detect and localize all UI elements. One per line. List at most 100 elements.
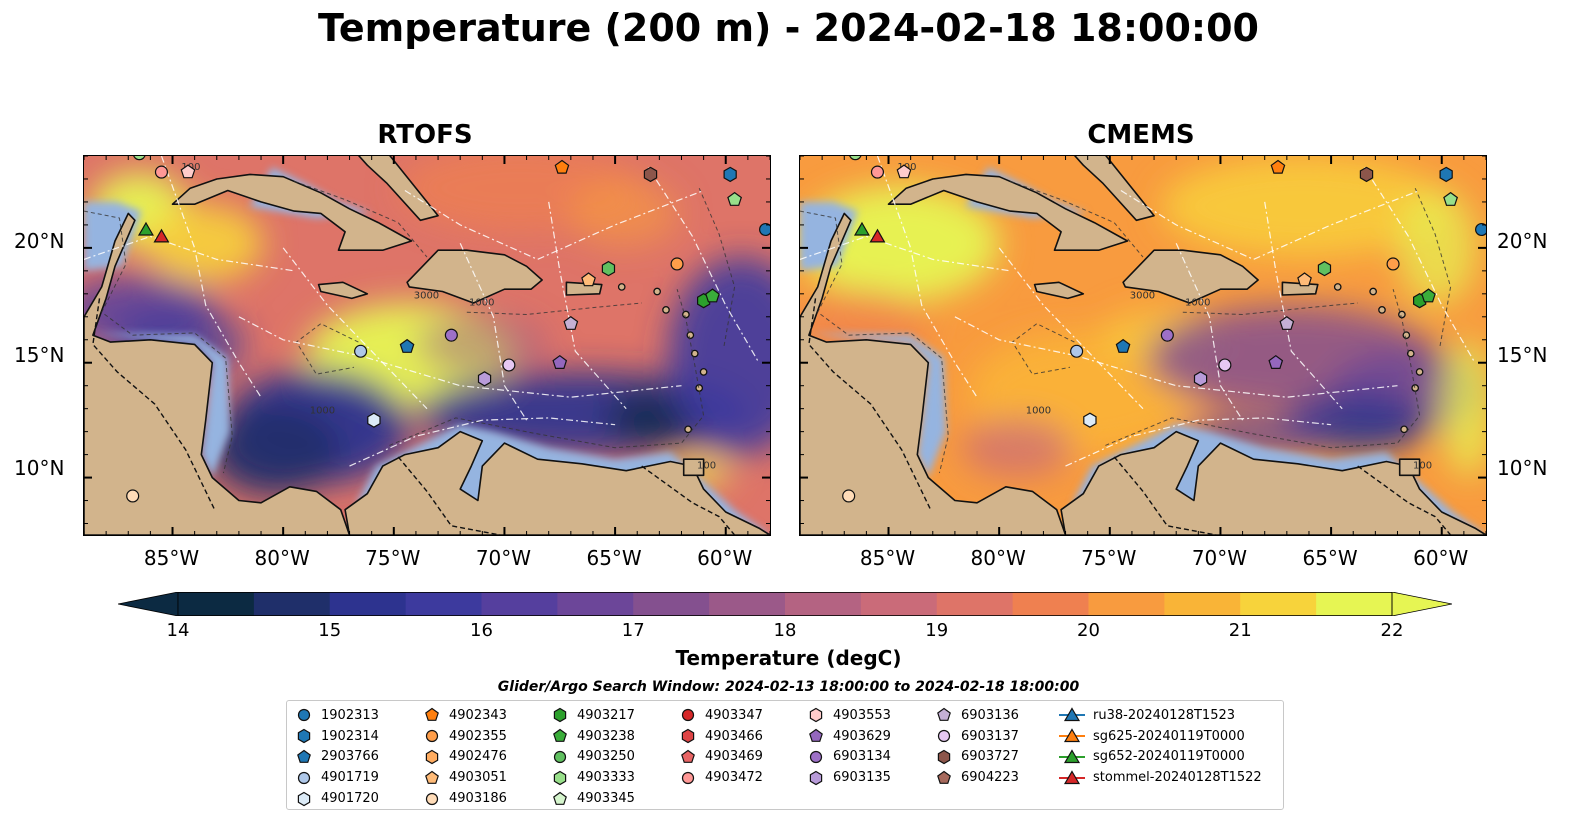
lat-label-left-10: 10°N [14, 456, 65, 480]
bathymetry-contour [800, 210, 949, 474]
legend-item: 2903766 [295, 747, 379, 768]
land-central-america [84, 212, 351, 535]
legend-label: 6904223 [961, 770, 1019, 786]
bathymetry-contour [1414, 188, 1452, 349]
legend-marker-icon [297, 791, 311, 806]
legend-item: 4901719 [295, 767, 379, 788]
legend-item: 1902314 [295, 726, 379, 747]
legend-symbol [297, 771, 311, 784]
legend-symbol [681, 728, 695, 744]
float-marker [1218, 358, 1232, 372]
legend-item: 4903238 [551, 726, 635, 747]
legend-marker-icon [937, 708, 951, 722]
legend-item: 4903250 [551, 747, 635, 768]
legend-label: 4903345 [577, 791, 635, 807]
legend-item: 4903333 [551, 767, 635, 788]
float-marker [137, 221, 154, 236]
land-cuba [887, 173, 1129, 251]
bathymetry-contour [1182, 302, 1358, 316]
frame-ticks [84, 156, 770, 535]
float-marker [670, 257, 684, 271]
float-marker [643, 166, 658, 183]
float-marker [477, 371, 492, 387]
temperature-blob [668, 257, 770, 455]
island [699, 368, 708, 376]
eez-boundary [1264, 201, 1343, 410]
legend-label: 6903727 [961, 749, 1019, 765]
float-marker [1083, 412, 1097, 428]
float-marker [1443, 191, 1459, 206]
legend-item: 6903727 [935, 747, 1019, 768]
float-marker [444, 328, 458, 342]
float-marker [1160, 328, 1174, 342]
colorbar-tick-label: 16 [470, 620, 493, 641]
lon-label-cmems: 70°W [1191, 546, 1248, 570]
contour-label: 3000 [414, 290, 439, 301]
temperature-blob [207, 404, 341, 496]
legend-marker-icon [425, 770, 439, 784]
legend-marker-icon [809, 728, 823, 743]
land-central-america [800, 212, 1067, 535]
legend-symbol [425, 792, 439, 805]
float-marker [153, 228, 170, 243]
island [1402, 331, 1411, 340]
colorbar-segment [329, 592, 407, 616]
figure-title: Temperature (200 m) - 2024-02-18 18:00:0… [317, 6, 1259, 50]
legend-symbol [553, 728, 567, 743]
colorbar-tick-label: 14 [166, 620, 190, 641]
legend-marker-icon [681, 709, 695, 722]
country-border [1357, 465, 1452, 535]
legend-triangle [1063, 728, 1081, 743]
colorbar-segment [860, 592, 938, 616]
lon-label-cmems: 80°W [970, 546, 1026, 570]
eez-boundary [160, 156, 262, 398]
eez-boundary [548, 201, 627, 410]
colorbar-segment [1012, 592, 1089, 616]
legend-marker-icon [297, 728, 311, 744]
legend-label: 4903472 [705, 770, 763, 786]
float-marker [1070, 344, 1084, 358]
float-marker [1359, 166, 1374, 183]
temperature-blob [1160, 156, 1449, 258]
legend-symbol [425, 770, 439, 784]
bathymetry-contour [294, 180, 428, 258]
legend-symbol [809, 708, 823, 723]
legend-label: 4903553 [833, 707, 891, 723]
colorbar-tick-label: 21 [1228, 620, 1252, 641]
colorbar-tick-label: 22 [1380, 620, 1404, 641]
legend-column: ru38-20240128T1523 sg625-20240119T0000 sg6… [1059, 705, 1262, 788]
legend: 1902313 1902314 2903766 4901719 4901720 49023… [286, 700, 1284, 810]
float-marker [849, 156, 862, 161]
legend-marker-icon [425, 730, 439, 743]
legend-label: sg652-20240119T0000 [1093, 749, 1245, 765]
float-marker [554, 159, 570, 174]
lon-label-rtofs: 60°W [697, 546, 753, 570]
island [653, 287, 661, 296]
colorbar-segment [405, 592, 482, 616]
lat-label-left-15: 15°N [14, 343, 65, 367]
legend-marker-icon [1059, 770, 1085, 784]
legend-item: 4902476 [423, 747, 507, 768]
land-jamaica [1033, 281, 1085, 300]
legend-marker-icon [681, 728, 695, 744]
temperature-blob [1397, 190, 1478, 306]
legend-item: 4903629 [807, 726, 891, 747]
legend-marker-icon [297, 749, 311, 763]
legend-symbol [425, 730, 439, 743]
legend-item: 4902343 [423, 705, 507, 726]
eez-boundary [1065, 417, 1332, 467]
legend-item: 6903137 [935, 726, 1019, 747]
colorbar-segment [1240, 592, 1317, 616]
island [686, 331, 695, 340]
float-marker [1386, 257, 1400, 271]
legend-item: 6903134 [807, 747, 891, 768]
bathymetry-contour [389, 289, 705, 449]
legend-column: 4903347 4903466 4903469 4903472 [679, 705, 763, 788]
contour-label: 1000 [469, 297, 494, 308]
float-marker [154, 165, 169, 179]
legend-symbol [297, 728, 311, 744]
island [1411, 384, 1420, 392]
